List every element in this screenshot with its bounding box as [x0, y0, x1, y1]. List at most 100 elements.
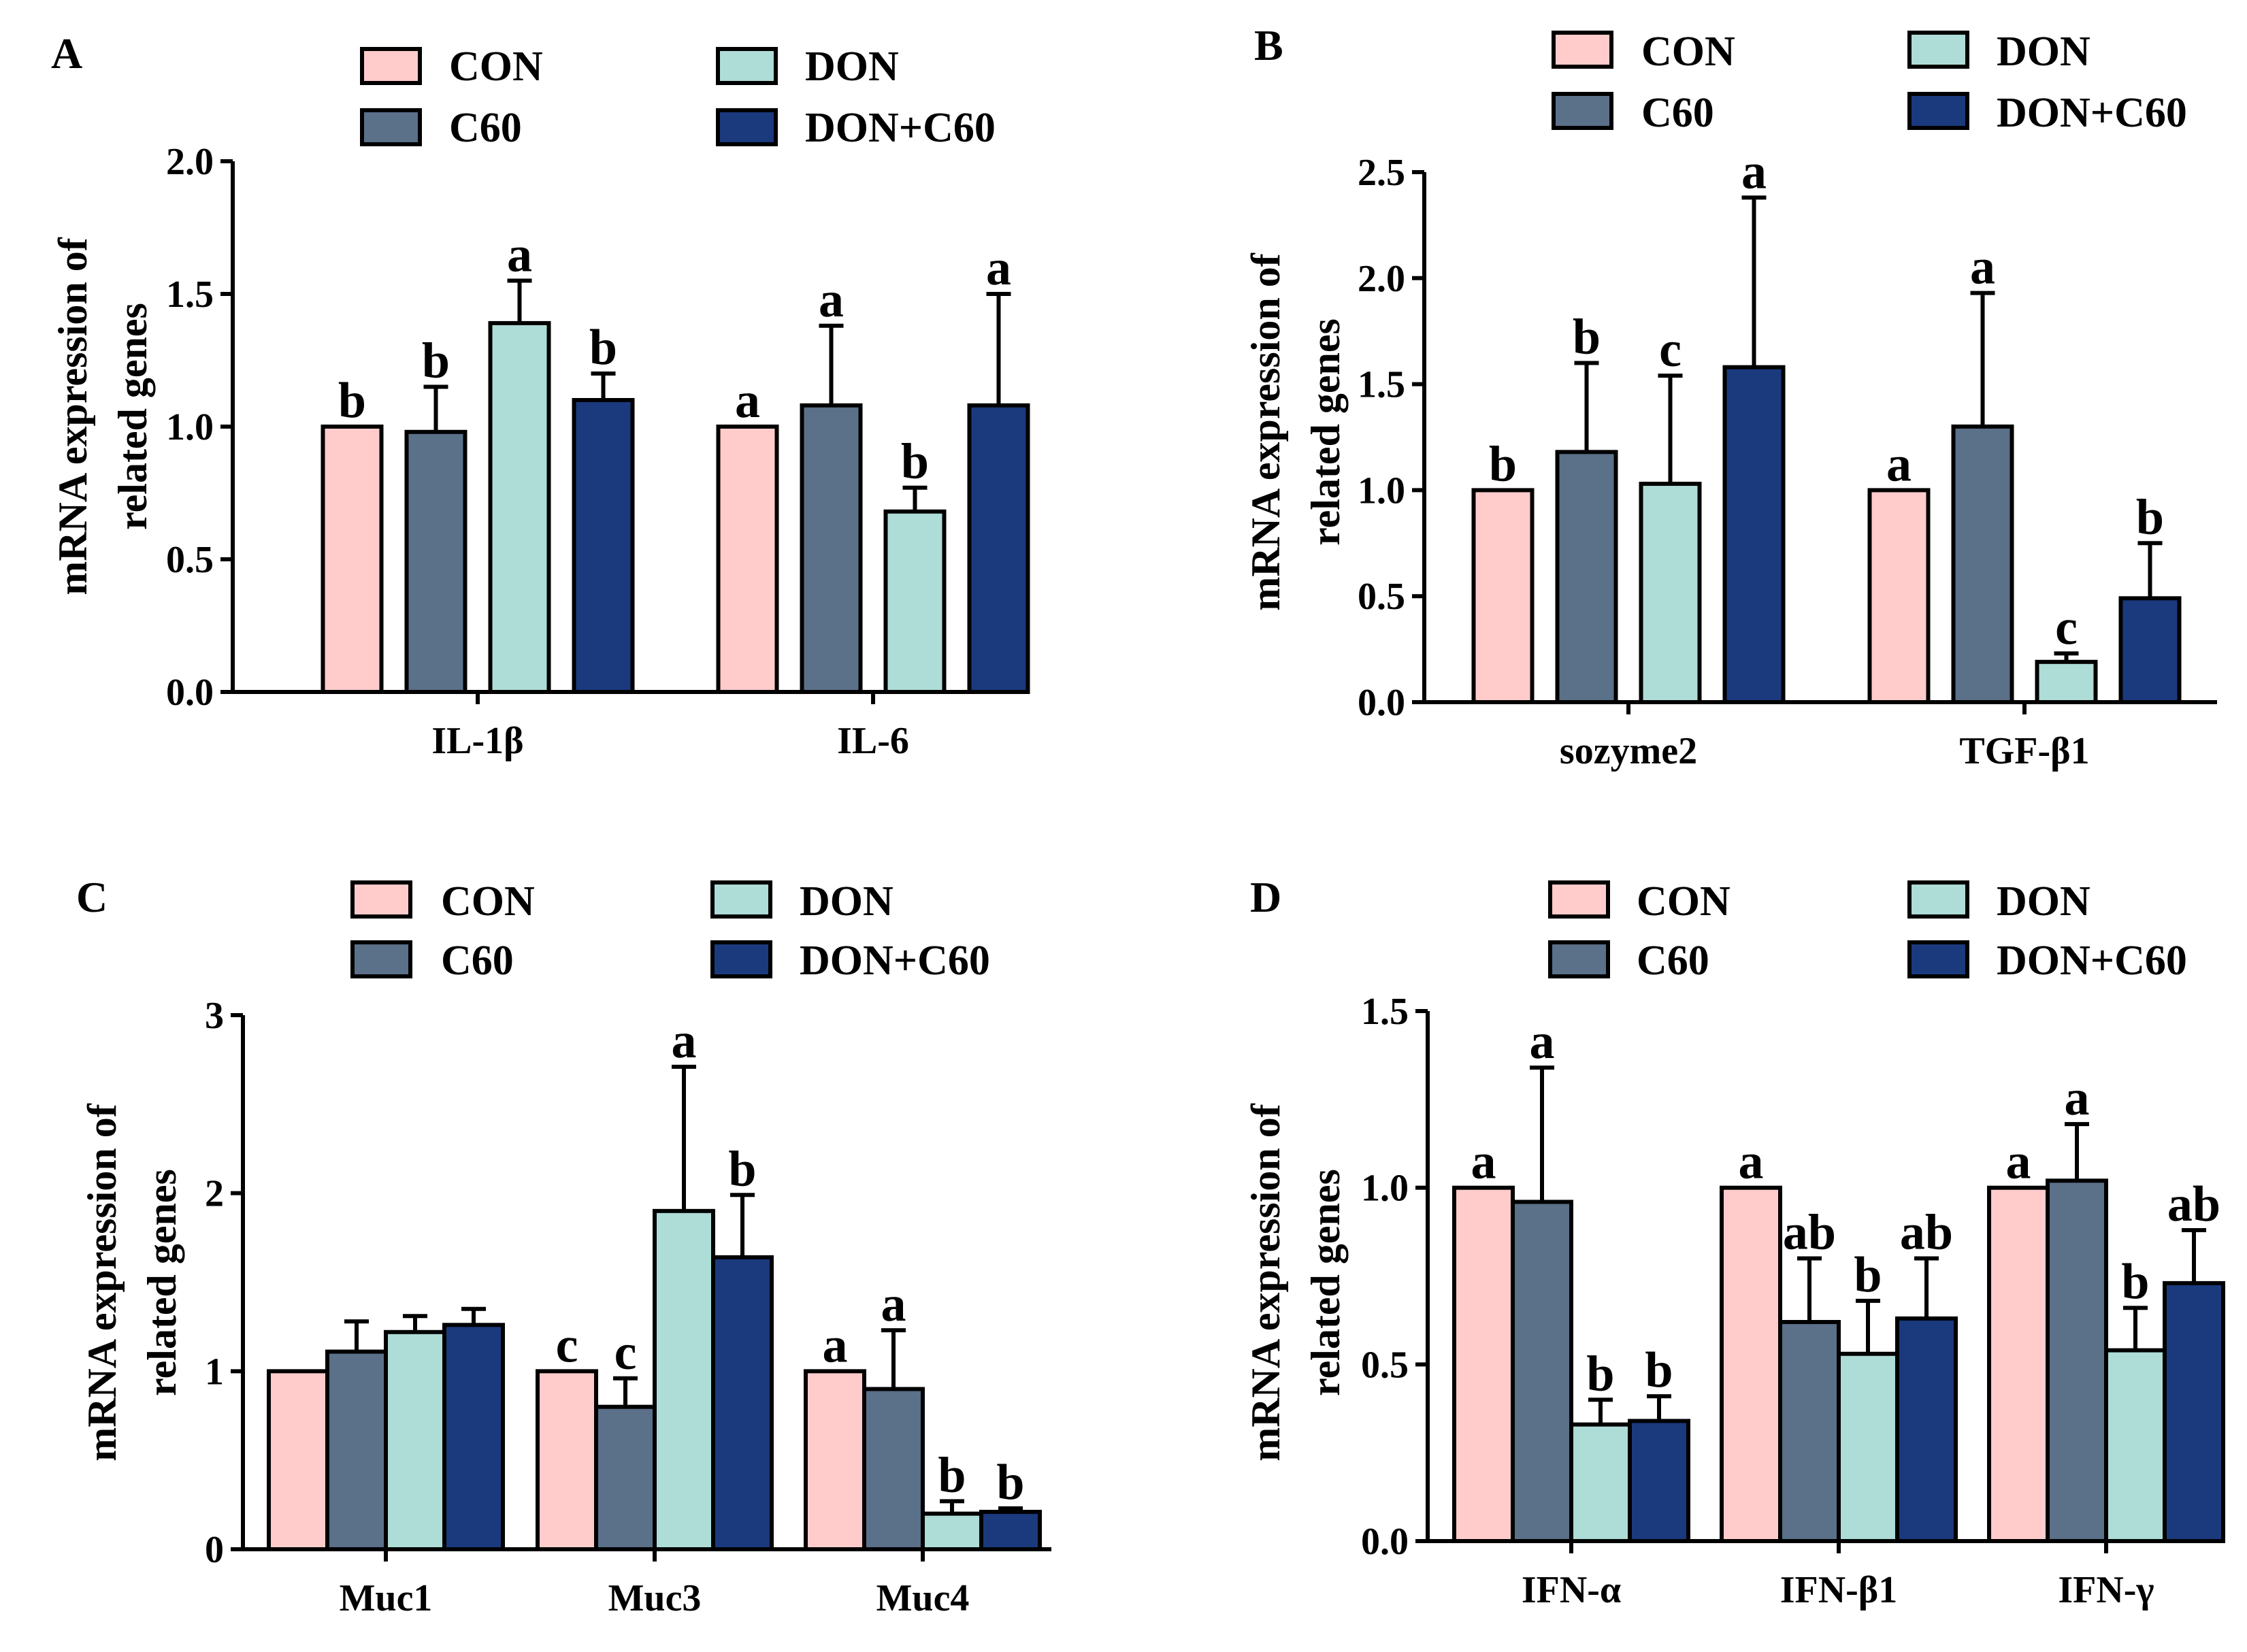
bar-con-2 [1987, 1185, 2050, 1543]
legend-label-don-c60: DON+C60 [1997, 938, 2187, 984]
x-tick-label: Muc4 [876, 1577, 970, 1619]
bar-con-2 [804, 1369, 866, 1552]
legend-label-con: CON [1637, 878, 1731, 925]
significance-letter: a [672, 1013, 697, 1069]
panel-a-ylabel: mRNA expression of related genes [50, 237, 155, 595]
significance-letter: a [735, 373, 760, 429]
panel-d-ylabel-line2: related genes [1303, 1169, 1348, 1396]
x-tick-label: IFN-β1 [1780, 1569, 1898, 1611]
significance-letter: b [1489, 436, 1517, 492]
significance-letter: a [1530, 1014, 1555, 1070]
panel-b-letter: B [1254, 21, 1283, 69]
legend-label-con: CON [441, 878, 535, 925]
legend-swatch-c60 [1548, 940, 1610, 978]
legend-swatch-con [1548, 880, 1610, 919]
y-tick-label: 0.0 [1358, 682, 1405, 724]
bar-con-1 [536, 1369, 598, 1552]
bar-don-0 [384, 1329, 446, 1552]
legend-label-c60: C60 [449, 105, 522, 151]
bar-don-c60-1 [2118, 596, 2182, 704]
bar-c60-2 [862, 1387, 925, 1551]
legend-swatch-con [360, 47, 422, 85]
legend-swatch-don-c60 [716, 108, 778, 146]
bar-don-1 [2035, 659, 2098, 705]
x-tick-label: Muc1 [340, 1577, 433, 1619]
significance-letter: a [1886, 436, 1912, 492]
y-tick-label: 0.5 [1361, 1344, 1409, 1386]
panel-a-letter: A [51, 29, 82, 78]
significance-letter: b [996, 1455, 1024, 1510]
significance-letter: ab [2167, 1176, 2220, 1232]
significance-letter: a [507, 227, 532, 283]
panel-c-ylabel-line2: related genes [140, 1169, 184, 1396]
panel-a-ylabel-line2: related genes [110, 303, 155, 530]
bar-c60-0 [1511, 1200, 1573, 1543]
y-tick-label: 1.0 [1361, 1168, 1409, 1210]
x-tick-label: IFN-γ [2058, 1569, 2154, 1611]
bar-don-1 [883, 509, 947, 694]
bar-don-c60-1 [1895, 1316, 1958, 1543]
legend-swatch-c60 [360, 108, 422, 146]
bar-con-0 [267, 1369, 329, 1552]
legend-label-c60: C60 [441, 938, 514, 984]
significance-letter: a [1970, 239, 1995, 295]
legend-swatch-don [1907, 880, 1969, 919]
legend-swatch-don [710, 880, 772, 919]
panel-b-legend: CON DON C60 DON+C60 [1552, 29, 2187, 136]
legend-label-don-c60: DON+C60 [1997, 90, 2187, 136]
panel-a-legend: CON DON C60 DON+C60 [360, 44, 996, 151]
panel-c: C CON DON C60 DON+C60 mRNA expression of… [76, 873, 1051, 1619]
legend-label-don: DON [800, 878, 893, 925]
bar-don-c60-0 [1722, 365, 1786, 704]
bar-c60-2 [2046, 1178, 2108, 1543]
significance-letter: b [338, 373, 366, 429]
y-tick-label: 2 [205, 1173, 224, 1215]
legend-label-con: CON [449, 44, 543, 90]
significance-letter: a [1741, 144, 1767, 199]
significance-letter: b [2121, 1254, 2149, 1310]
significance-letter: b [728, 1141, 756, 1197]
panel-b-ylabel-line2: related genes [1303, 318, 1348, 546]
legend-swatch-c60 [1552, 92, 1613, 130]
y-tick-label: 1.0 [1358, 469, 1405, 512]
legend-label-con: CON [1641, 29, 1735, 75]
y-tick-label: 2.0 [1358, 258, 1405, 300]
bar-c60-0 [1555, 450, 1618, 704]
bar-c60-1 [800, 403, 863, 694]
legend-label-don-c60: DON+C60 [800, 938, 990, 984]
panel-b-ylabel: mRNA expression of related genes [1243, 252, 1348, 611]
bar-don-c60-2 [979, 1510, 1042, 1552]
bar-don-1 [1837, 1351, 1899, 1543]
significance-letter: a [823, 1317, 848, 1373]
bar-don-c60-1 [967, 403, 1030, 694]
y-tick-label: 0 [205, 1529, 224, 1571]
bar-c60-1 [1778, 1320, 1841, 1543]
panel-b: B CON DON C60 DON+C60 mRNA expression of… [1243, 21, 2217, 772]
y-tick-label: 1.0 [166, 406, 214, 448]
panel-c-ylabel: mRNA expression of related genes [80, 1103, 184, 1461]
x-tick-label: TGF-β1 [1959, 730, 2089, 772]
bar-don-1 [653, 1208, 715, 1552]
significance-letter: b [938, 1447, 966, 1503]
significance-letter: b [589, 320, 617, 376]
y-tick-label: 1.5 [166, 274, 214, 316]
x-tick-label: IL-1β [431, 720, 523, 762]
bar-don-0 [488, 320, 551, 694]
x-tick-label: IL-6 [837, 720, 909, 762]
significance-letter: a [2065, 1070, 2090, 1126]
panel-a-ylabel-line1: mRNA expression of [50, 237, 95, 595]
legend-label-c60: C60 [1641, 90, 1714, 136]
y-tick-label: 0.0 [1361, 1521, 1409, 1563]
panel-b-plot: b a b a c c a b 0.0 0.5 1.0 1.5 2.0 2.5 sozyme2 TGF-β1 [1358, 144, 2217, 772]
significance-letter: b [1854, 1247, 1882, 1303]
panel-c-legend: CON DON C60 DON+C60 [350, 878, 990, 984]
bar-don-c60-2 [2163, 1281, 2225, 1544]
bar-don-c60-0 [1628, 1419, 1690, 1544]
panel-c-letter: C [76, 873, 108, 921]
bar-con-1 [716, 425, 779, 694]
y-tick-label: 1.5 [1358, 364, 1405, 406]
panel-d-ylabel-line1: mRNA expression of [1243, 1103, 1288, 1461]
